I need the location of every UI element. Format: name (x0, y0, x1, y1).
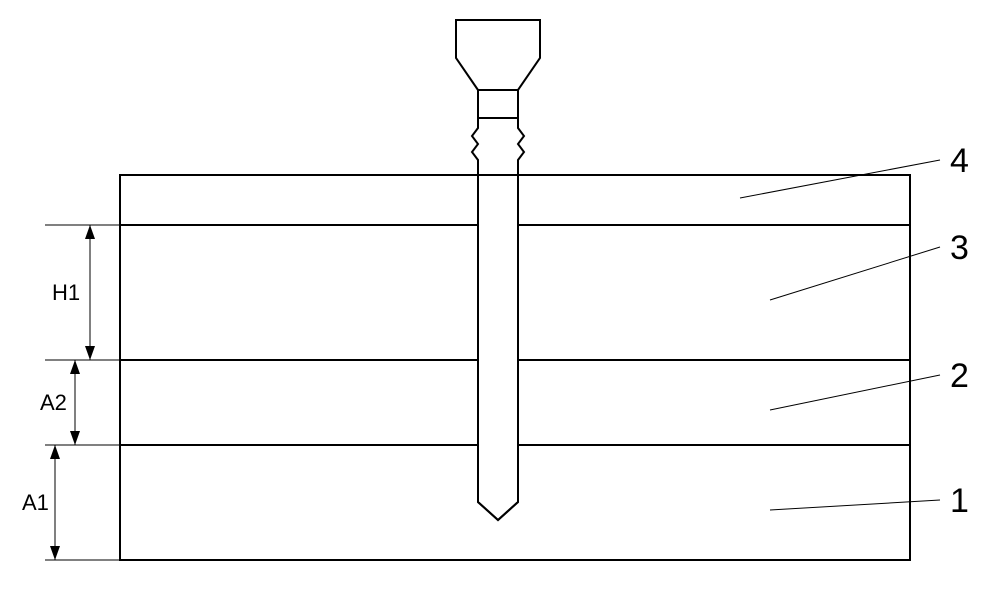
dim-label-A2: A2 (40, 390, 67, 415)
probe-neck (478, 90, 518, 118)
layer-label-2: 2 (950, 357, 969, 395)
arrowhead (70, 431, 80, 445)
leader-3 (770, 247, 940, 300)
leader-2 (770, 375, 940, 410)
arrowhead (85, 225, 95, 239)
arrowhead (70, 360, 80, 374)
dim-label-A1: A1 (22, 490, 49, 515)
probe-collar (472, 118, 524, 175)
layer-label-1: 1 (950, 482, 969, 520)
leader-1 (770, 500, 940, 510)
layer-label-4: 4 (950, 142, 969, 180)
arrowhead (50, 445, 60, 459)
probe-head (456, 20, 540, 90)
arrowhead (50, 546, 60, 560)
layer-label-3: 3 (950, 229, 969, 267)
arrowhead (85, 346, 95, 360)
dim-label-H1: H1 (52, 280, 80, 305)
probe-shaft-fill (479, 175, 517, 502)
